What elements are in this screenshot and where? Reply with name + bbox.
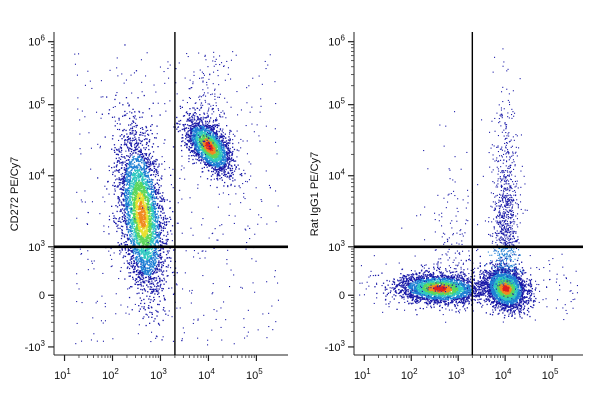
- event-dots: [359, 48, 578, 323]
- y-tick-label: 106: [328, 34, 345, 49]
- x-tick-label: 104: [495, 367, 512, 382]
- x-tick-label: 105: [246, 367, 263, 382]
- event-dots: [74, 44, 279, 346]
- y-axis-title: CD272 PE/Cy7: [9, 157, 21, 232]
- y-tick-label: -103: [25, 339, 46, 354]
- y-tick-label: -103: [325, 339, 346, 354]
- x-tick-label: 103: [448, 367, 465, 382]
- x-tick-label: 102: [102, 367, 119, 382]
- y-tick-label: 105: [328, 97, 345, 112]
- x-tick-label: 101: [354, 367, 371, 382]
- x-tick-label: 103: [150, 367, 167, 382]
- plot-panel-cd272: -103 0 103 104 105 106 101 102 103 104 105 CD272 PE…: [9, 32, 288, 382]
- y-tick-label: 104: [328, 168, 345, 183]
- y-tick-label: 104: [28, 168, 45, 183]
- x-tick-label: 105: [542, 367, 559, 382]
- plot-panel-rat-igg1: -103 0 103 104 105 106 101 102 103 104 105 Rat IgG1…: [309, 32, 583, 382]
- x-tick-label: 101: [54, 367, 71, 382]
- y-tick-label: 0: [339, 290, 345, 302]
- x-tick-label: 102: [401, 367, 418, 382]
- x-tick-label: 104: [198, 367, 215, 382]
- y-tick-label: 105: [28, 97, 45, 112]
- y-tick-label: 103: [328, 239, 345, 254]
- y-axis-title: Rat IgG1 PE/Cy7: [309, 152, 321, 236]
- y-tick-label: 106: [28, 34, 45, 49]
- y-tick-label: 0: [39, 290, 45, 302]
- y-tick-label: 103: [28, 239, 45, 254]
